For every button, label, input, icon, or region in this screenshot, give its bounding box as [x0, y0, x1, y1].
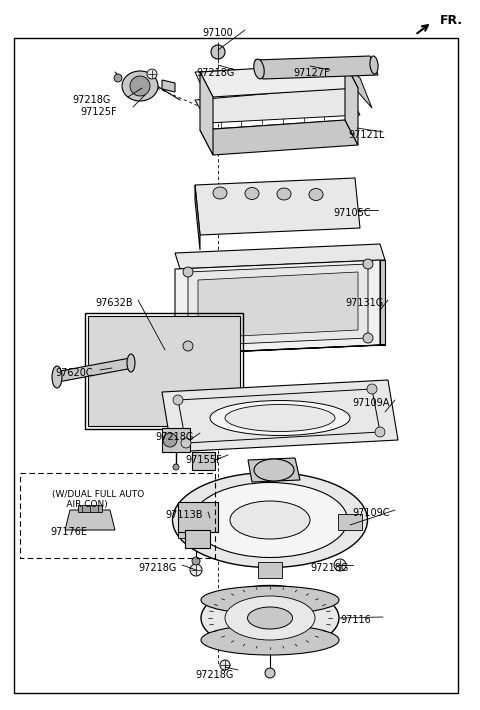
Ellipse shape — [254, 459, 294, 481]
Ellipse shape — [52, 366, 62, 388]
Bar — [20, 473, 215, 558]
Text: 97218G: 97218G — [310, 563, 348, 573]
Ellipse shape — [122, 71, 158, 101]
Circle shape — [265, 668, 275, 678]
Circle shape — [220, 660, 230, 670]
Text: 97125F: 97125F — [80, 107, 117, 117]
Polygon shape — [258, 562, 282, 578]
Circle shape — [130, 76, 150, 96]
Polygon shape — [55, 358, 133, 382]
Polygon shape — [338, 514, 362, 530]
Polygon shape — [198, 272, 358, 338]
Circle shape — [367, 384, 377, 394]
Text: 97121L: 97121L — [348, 130, 384, 140]
Polygon shape — [380, 260, 385, 345]
Text: 97109C: 97109C — [352, 508, 389, 518]
Text: 97218G: 97218G — [138, 563, 176, 573]
Text: FR.: FR. — [440, 13, 463, 26]
Ellipse shape — [309, 188, 323, 200]
Circle shape — [163, 433, 177, 447]
Ellipse shape — [201, 625, 339, 655]
Circle shape — [183, 267, 193, 277]
Text: 97109A: 97109A — [352, 398, 389, 408]
Polygon shape — [178, 389, 380, 443]
Polygon shape — [195, 65, 358, 100]
Ellipse shape — [127, 354, 135, 372]
Polygon shape — [162, 380, 398, 452]
Ellipse shape — [370, 56, 378, 74]
Circle shape — [375, 427, 385, 437]
Ellipse shape — [245, 187, 259, 200]
Circle shape — [211, 45, 225, 59]
Text: (W/DUAL FULL AUTO
     AIR CON): (W/DUAL FULL AUTO AIR CON) — [52, 490, 144, 509]
Text: 97100: 97100 — [203, 28, 233, 38]
Ellipse shape — [230, 501, 310, 539]
Polygon shape — [162, 428, 190, 452]
Polygon shape — [200, 63, 358, 97]
Ellipse shape — [248, 607, 292, 629]
Polygon shape — [345, 65, 372, 108]
Text: 97632B: 97632B — [95, 298, 132, 308]
Text: 97127F: 97127F — [293, 68, 330, 78]
Circle shape — [114, 74, 122, 82]
Circle shape — [173, 464, 179, 470]
Polygon shape — [195, 185, 200, 250]
Circle shape — [192, 557, 200, 565]
Polygon shape — [248, 458, 300, 482]
Circle shape — [363, 333, 373, 343]
Ellipse shape — [254, 59, 264, 79]
Text: 97620C: 97620C — [55, 368, 93, 378]
Circle shape — [183, 341, 193, 351]
Ellipse shape — [201, 586, 339, 650]
Polygon shape — [345, 63, 358, 145]
Polygon shape — [162, 80, 175, 92]
Polygon shape — [192, 452, 215, 470]
Ellipse shape — [225, 405, 335, 432]
Circle shape — [190, 564, 202, 576]
Text: 97176E: 97176E — [50, 527, 87, 537]
Text: 97105C: 97105C — [333, 208, 371, 218]
Polygon shape — [195, 178, 360, 235]
Polygon shape — [175, 260, 380, 354]
Polygon shape — [88, 316, 240, 426]
Polygon shape — [175, 244, 385, 269]
Ellipse shape — [192, 483, 348, 557]
Polygon shape — [200, 72, 213, 155]
Ellipse shape — [277, 188, 291, 200]
Circle shape — [363, 259, 373, 269]
Polygon shape — [255, 56, 378, 79]
Text: 97131G: 97131G — [345, 298, 383, 308]
Polygon shape — [200, 120, 358, 155]
Circle shape — [173, 395, 183, 405]
Ellipse shape — [225, 596, 315, 640]
Text: 97218G: 97218G — [196, 68, 234, 78]
Polygon shape — [185, 530, 210, 548]
Circle shape — [181, 438, 191, 448]
Ellipse shape — [172, 472, 368, 567]
Ellipse shape — [201, 586, 339, 614]
Text: 97113B: 97113B — [165, 510, 203, 520]
Polygon shape — [188, 264, 368, 346]
Polygon shape — [178, 522, 202, 538]
Text: 97218G: 97218G — [195, 670, 233, 680]
Text: 97218G: 97218G — [72, 95, 110, 105]
Circle shape — [334, 559, 346, 571]
Circle shape — [147, 69, 157, 79]
Text: 97155F: 97155F — [185, 455, 222, 465]
Polygon shape — [65, 510, 115, 530]
Ellipse shape — [213, 187, 227, 199]
Polygon shape — [175, 345, 385, 354]
Polygon shape — [178, 502, 218, 532]
Polygon shape — [195, 87, 360, 123]
Text: 97116: 97116 — [340, 615, 371, 625]
Ellipse shape — [210, 400, 350, 435]
Text: 97218G: 97218G — [155, 432, 193, 442]
Polygon shape — [78, 505, 102, 512]
